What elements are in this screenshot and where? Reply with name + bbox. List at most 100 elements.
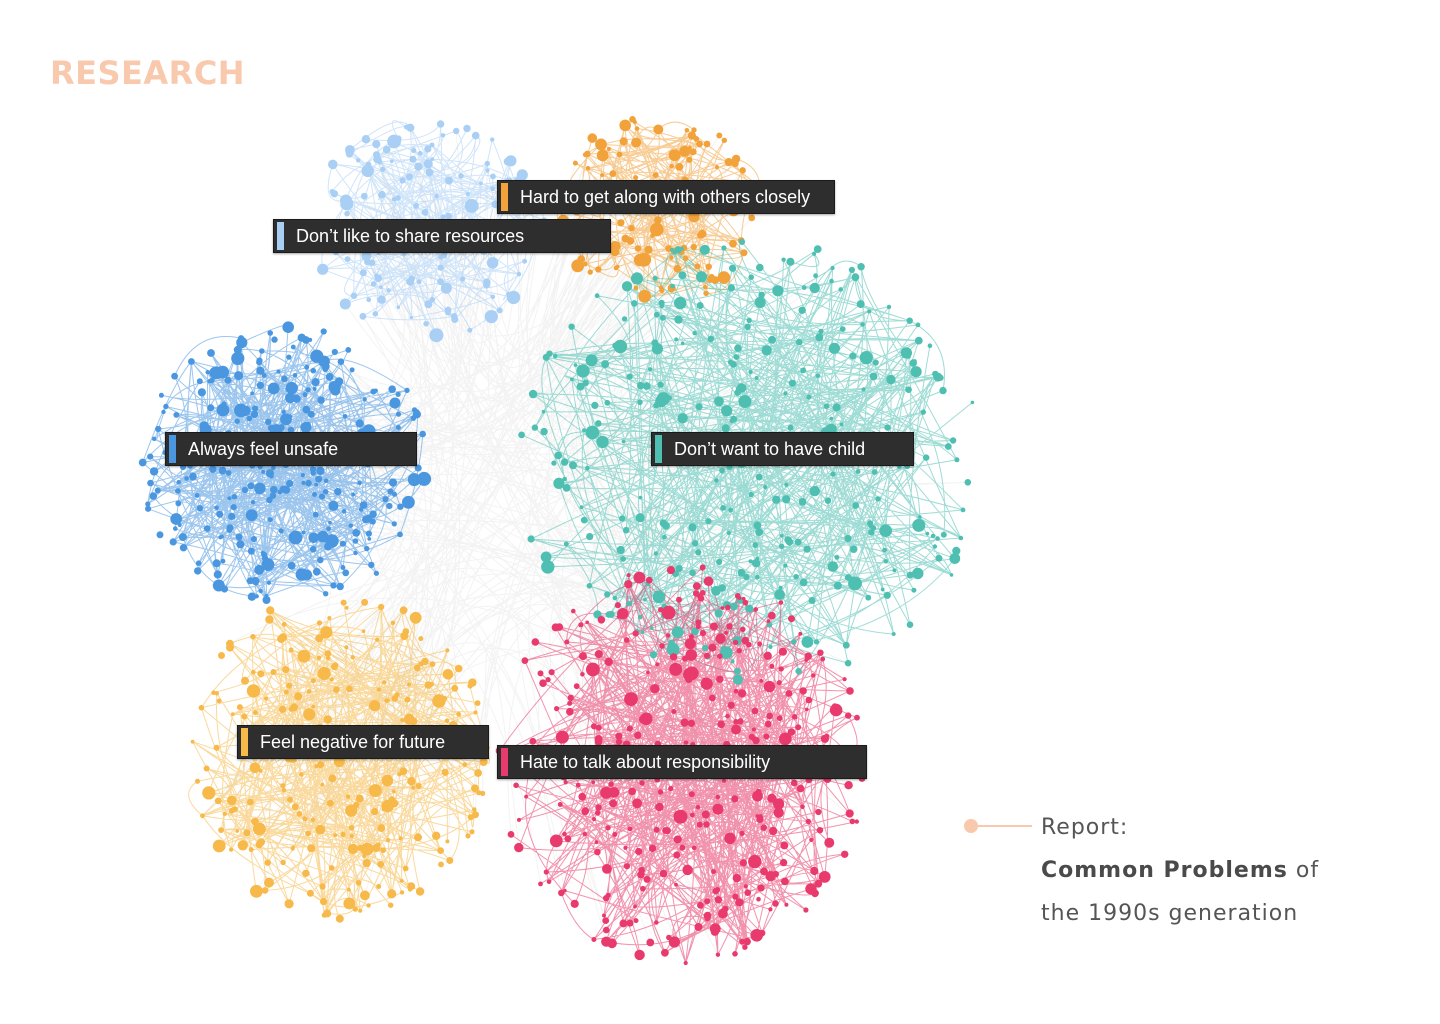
network-node [145, 501, 151, 507]
network-node [795, 668, 802, 675]
network-node [323, 715, 332, 724]
network-node [586, 662, 600, 677]
network-node [372, 843, 381, 852]
network-node [581, 807, 590, 816]
network-node [823, 403, 830, 410]
cluster-label-future[interactable]: Feel negative for future [237, 725, 489, 759]
network-node [359, 269, 367, 277]
network-node [666, 633, 671, 638]
network-node [923, 454, 930, 461]
network-node [151, 436, 157, 441]
network-node [905, 386, 912, 394]
network-node [724, 832, 736, 844]
cluster-label-unsafe[interactable]: Always feel unsafe [165, 432, 417, 466]
network-node [379, 285, 383, 290]
network-node [400, 718, 405, 722]
cluster-label-responsibility[interactable]: Hate to talk about responsibility [497, 745, 867, 779]
network-node [748, 369, 753, 375]
network-node [396, 305, 401, 310]
network-node [212, 559, 221, 568]
network-node [276, 369, 281, 374]
network-node [518, 431, 525, 439]
network-node [345, 150, 354, 158]
network-node [406, 123, 414, 132]
network-node [339, 298, 351, 310]
network-node [848, 576, 862, 591]
network-node [538, 881, 543, 887]
network-node [930, 533, 936, 539]
network-node [216, 698, 222, 704]
section-title: RESEARCH [50, 54, 246, 92]
network-node [643, 597, 647, 602]
network-node [531, 424, 539, 431]
network-node [637, 614, 643, 620]
network-node [254, 564, 265, 575]
network-node [197, 388, 206, 397]
network-node [703, 821, 710, 828]
network-node [247, 547, 255, 555]
network-node [651, 343, 664, 355]
swatch-future [241, 728, 248, 756]
network-node [382, 680, 387, 685]
network-node [634, 126, 640, 131]
network-node [730, 659, 735, 664]
network-node [267, 517, 273, 523]
network-node [609, 799, 618, 808]
network-node [633, 253, 647, 267]
network-node [738, 238, 746, 245]
network-node [657, 381, 664, 388]
network-node [883, 559, 888, 564]
network-node [302, 392, 308, 398]
network-node [776, 680, 782, 686]
network-node [674, 337, 679, 342]
network-node [612, 595, 618, 601]
network-node [546, 879, 552, 884]
network-node [746, 317, 752, 323]
network-node [218, 535, 223, 540]
network-node [198, 704, 205, 711]
network-node [695, 403, 703, 411]
network-node [281, 375, 288, 383]
network-node [702, 644, 709, 652]
network-node [634, 949, 645, 961]
network-node [265, 615, 274, 624]
network-node [756, 896, 761, 902]
network-node [637, 399, 643, 406]
network-node [557, 802, 563, 807]
network-node [249, 762, 261, 774]
cluster-label-child[interactable]: Don’t want to have child [651, 432, 914, 466]
cluster-label-share[interactable]: Don’t like to share resources [273, 219, 611, 253]
network-node [265, 418, 272, 426]
network-node [220, 585, 229, 593]
network-node [717, 271, 731, 284]
network-node [781, 733, 792, 744]
network-node [758, 291, 765, 299]
network-node [703, 576, 714, 586]
network-node [579, 652, 587, 661]
network-node [856, 300, 865, 309]
network-node [370, 388, 377, 395]
cluster-label-along[interactable]: Hard to get along with others closely [497, 180, 835, 214]
network-node [358, 908, 363, 913]
network-node [240, 405, 251, 417]
report-text: Report: Common Problems of the 1990s gen… [1041, 806, 1319, 935]
network-node [490, 186, 495, 191]
network-node [585, 166, 591, 171]
network-node [270, 669, 277, 675]
network-node [798, 306, 806, 314]
network-node [537, 670, 544, 677]
network-node [595, 420, 602, 427]
network-node [357, 480, 362, 486]
network-node [454, 664, 463, 673]
network-node [421, 208, 429, 216]
network-node [730, 602, 738, 611]
network-node [779, 543, 785, 549]
network-node [184, 476, 190, 481]
network-node [718, 584, 726, 592]
network-node [743, 573, 750, 581]
network-node [194, 493, 200, 498]
network-node [732, 674, 744, 685]
network-node [218, 466, 227, 475]
network-node [340, 197, 354, 211]
network-node [659, 643, 665, 649]
